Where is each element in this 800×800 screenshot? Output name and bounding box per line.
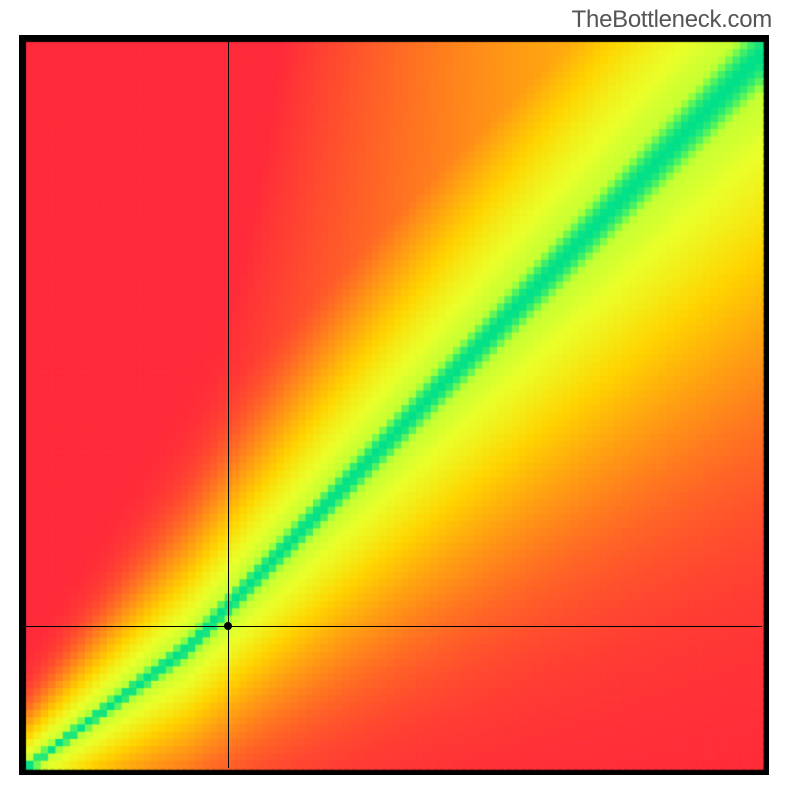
- crosshair-vertical: [228, 42, 229, 768]
- heatmap-canvas: [19, 35, 769, 775]
- crosshair-horizontal: [26, 626, 762, 627]
- watermark-text: TheBottleneck.com: [572, 6, 772, 34]
- bottleneck-heatmap-plot: [19, 35, 769, 775]
- data-point: [224, 622, 232, 630]
- page: TheBottleneck.com: [0, 0, 800, 800]
